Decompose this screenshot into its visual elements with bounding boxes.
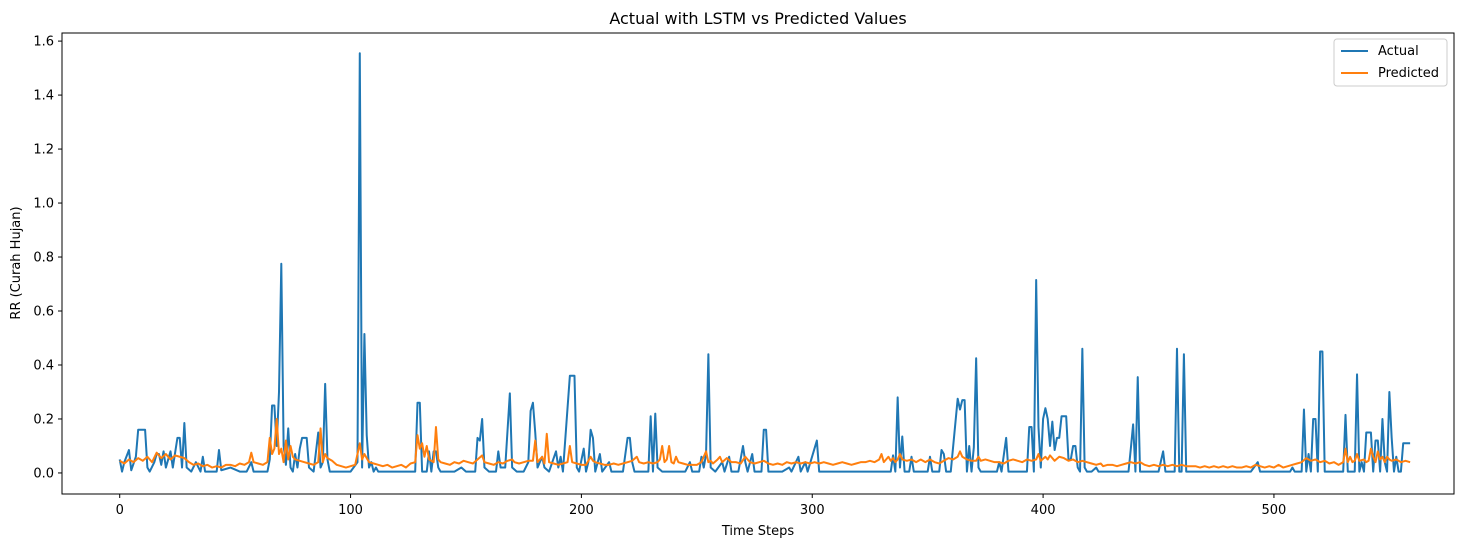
x-tick-label: 200 <box>569 503 594 518</box>
plot-frame <box>61 32 1455 495</box>
y-tick-label: 0.6 <box>33 305 54 320</box>
x-tick-label: 100 <box>338 503 363 518</box>
y-tick-label: 1.4 <box>33 89 54 104</box>
legend: Actual Predicted <box>1333 38 1448 87</box>
x-axis-label: Time Steps <box>721 524 795 539</box>
y-tick-label: 0.4 <box>33 358 54 373</box>
x-tick-label: 0 <box>116 503 124 518</box>
y-tick-label: 1.6 <box>33 35 54 50</box>
x-tick-label: 400 <box>1031 503 1056 518</box>
y-tick-label: 1.2 <box>33 143 54 158</box>
x-tick-label: 300 <box>800 503 825 518</box>
y-tick-label: 0.2 <box>33 412 54 427</box>
y-tick-label: 0.8 <box>33 251 54 266</box>
series-line-predicted <box>119 417 1411 469</box>
series-line-actual <box>118 52 1411 473</box>
x-tick-label: 500 <box>1262 503 1287 518</box>
series-layer <box>118 52 1411 473</box>
y-tick-label: 1.0 <box>33 197 54 212</box>
y-axis: 0.0 0.2 0.4 0.6 0.8 1.0 1.2 1.4 1.6 <box>33 35 62 481</box>
y-tick-label: 0.0 <box>33 466 54 481</box>
y-axis-label: RR (Curah Hujan) <box>9 206 24 319</box>
legend-label-predicted: Predicted <box>1378 66 1439 81</box>
x-axis: 0 100 200 300 400 500 <box>116 494 1287 518</box>
legend-label-actual: Actual <box>1378 44 1419 59</box>
chart-title: Actual with LSTM vs Predicted Values <box>609 9 906 28</box>
